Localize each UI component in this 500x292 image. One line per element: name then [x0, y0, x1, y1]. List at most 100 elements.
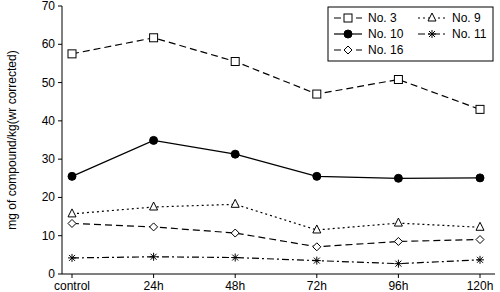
- legend-marker: [344, 46, 352, 54]
- x-tick-label: 120h: [467, 279, 494, 292]
- marker-shape: [313, 172, 321, 180]
- data-point: [476, 174, 484, 182]
- data-point: [313, 225, 321, 233]
- legend-label: No. 16: [368, 43, 404, 57]
- legend-label: No. 3: [368, 11, 397, 25]
- y-tick-label: 60: [42, 37, 56, 51]
- marker-shape: [68, 172, 76, 180]
- marker-shape: [476, 105, 484, 113]
- x-tick-label: 48h: [225, 279, 245, 292]
- data-point: [476, 222, 484, 230]
- marker-shape: [231, 254, 239, 262]
- data-point: [394, 218, 402, 226]
- y-tick: [58, 82, 62, 83]
- marker-shape: [476, 256, 484, 264]
- marker-shape: [428, 30, 436, 38]
- series-line: [72, 140, 480, 178]
- y-axis-label: mg of compound/kg(wr corrected): [5, 50, 19, 229]
- data-point: [231, 199, 239, 207]
- marker-shape: [476, 236, 484, 244]
- marker-shape: [150, 202, 158, 210]
- marker-shape: [231, 199, 239, 207]
- marker-shape: [476, 174, 484, 182]
- data-point: [394, 237, 402, 245]
- data-point: [150, 34, 158, 42]
- plot-area: [68, 34, 484, 268]
- marker-shape: [344, 46, 352, 54]
- marker-shape: [394, 260, 402, 268]
- data-point: [68, 219, 76, 227]
- data-point: [68, 209, 76, 217]
- data-point: [313, 243, 321, 251]
- data-point: [231, 229, 239, 237]
- x-tick-label: control: [54, 279, 90, 292]
- marker-shape: [394, 237, 402, 245]
- x-tick: [235, 274, 236, 278]
- y-axis: [62, 6, 63, 274]
- marker-shape: [68, 254, 76, 262]
- marker-shape: [68, 209, 76, 217]
- y-tick: [58, 44, 62, 45]
- y-tick: [58, 274, 62, 275]
- data-point: [68, 50, 76, 58]
- marker-shape: [150, 223, 158, 231]
- data-point: [150, 223, 158, 231]
- data-point: [150, 202, 158, 210]
- chart-svg: 010203040506070control24h48h72h96h120hmg…: [0, 0, 500, 292]
- marker-shape: [150, 34, 158, 42]
- marker-shape: [231, 229, 239, 237]
- data-point: [313, 257, 321, 265]
- marker-shape: [394, 76, 402, 84]
- marker-shape: [313, 257, 321, 265]
- x-tick: [480, 274, 481, 278]
- data-point: [313, 90, 321, 98]
- legend-label: No. 10: [368, 27, 404, 41]
- data-point: [394, 76, 402, 84]
- marker-shape: [313, 243, 321, 251]
- series-line: [72, 257, 480, 264]
- marker-shape: [476, 222, 484, 230]
- marker-shape: [150, 136, 158, 144]
- y-tick-label: 50: [42, 76, 56, 90]
- data-point: [231, 58, 239, 66]
- y-tick: [58, 197, 62, 198]
- x-tick-label: 96h: [388, 279, 408, 292]
- marker-shape: [428, 13, 436, 21]
- y-tick: [58, 120, 62, 121]
- x-axis: [62, 274, 495, 275]
- data-point: [231, 150, 239, 158]
- data-point: [231, 254, 239, 262]
- data-point: [150, 136, 158, 144]
- data-point: [68, 172, 76, 180]
- x-tick: [398, 274, 399, 278]
- marker-shape: [394, 218, 402, 226]
- x-tick-label: 72h: [307, 279, 327, 292]
- legend-marker: [344, 14, 352, 22]
- marker-shape: [68, 50, 76, 58]
- data-point: [394, 260, 402, 268]
- y-tick-label: 20: [42, 190, 56, 204]
- data-point: [476, 236, 484, 244]
- legend-label: No. 9: [452, 11, 481, 25]
- legend-marker: [428, 13, 436, 21]
- marker-shape: [313, 90, 321, 98]
- legend-box: [328, 7, 493, 61]
- marker-shape: [68, 219, 76, 227]
- marker-shape: [231, 150, 239, 158]
- data-point: [476, 256, 484, 264]
- legend-label: No. 11: [452, 27, 487, 41]
- y-tick-label: 30: [42, 152, 56, 166]
- data-point: [313, 172, 321, 180]
- x-tick: [316, 274, 317, 278]
- x-tick: [72, 274, 73, 278]
- y-tick: [58, 6, 62, 7]
- y-tick-label: 10: [42, 229, 56, 243]
- marker-shape: [231, 58, 239, 66]
- y-tick: [58, 235, 62, 236]
- y-tick: [58, 159, 62, 160]
- y-tick-label: 70: [42, 0, 56, 13]
- data-point: [394, 174, 402, 182]
- series-line: [72, 223, 480, 246]
- legend-marker: [344, 30, 352, 38]
- y-tick-label: 40: [42, 114, 56, 128]
